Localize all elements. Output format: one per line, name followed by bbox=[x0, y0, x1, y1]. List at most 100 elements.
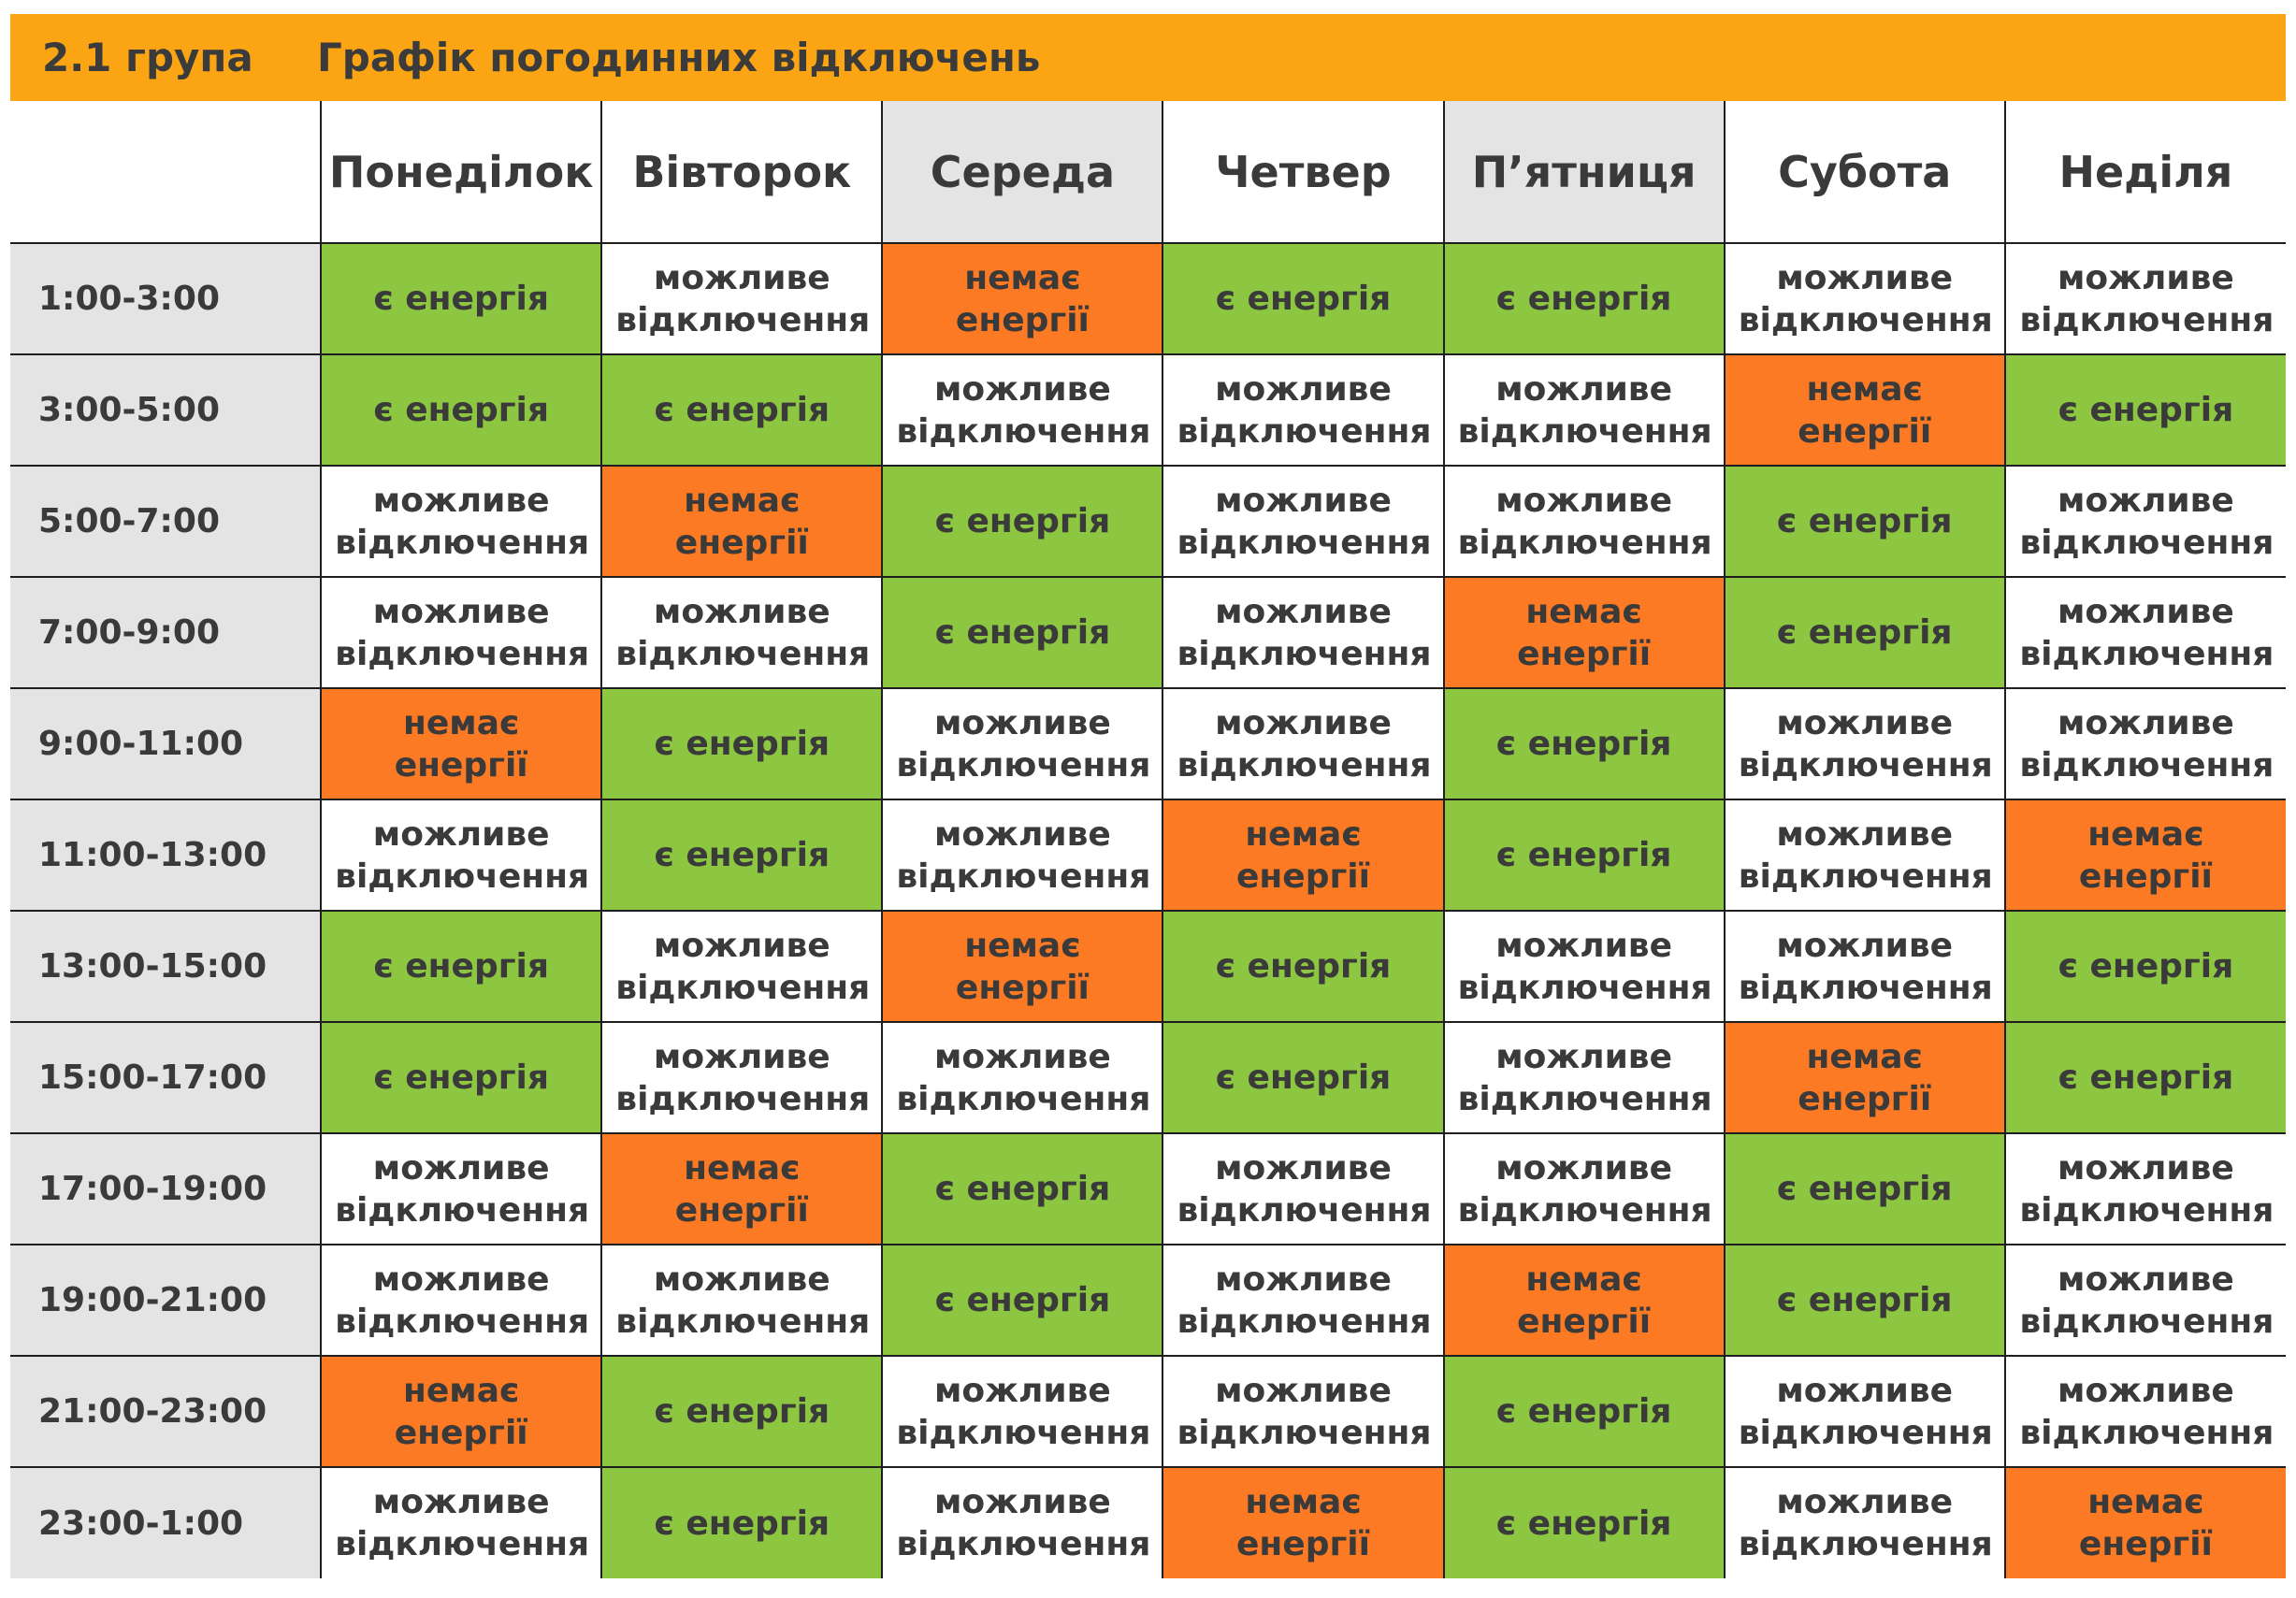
status-label: є енергія bbox=[654, 725, 830, 763]
status-cell-tuesday: немає енергії bbox=[600, 1132, 884, 1245]
status-label: можливе відключення bbox=[335, 1260, 590, 1341]
status-cell-sunday: є енергія bbox=[2003, 910, 2286, 1023]
status-cell-monday: можливе відключення bbox=[320, 576, 603, 689]
status-label: є енергія bbox=[654, 1392, 830, 1431]
status-cell-monday: є енергія bbox=[320, 353, 603, 467]
status-label: можливе відключення bbox=[1738, 926, 1993, 1007]
status-cell-thursday: є енергія bbox=[1162, 1021, 1445, 1134]
status-cell-saturday: є енергія bbox=[1723, 1132, 2006, 1245]
status-label: можливе відключення bbox=[1177, 592, 1432, 673]
status-label: можливе відключення bbox=[2019, 1371, 2274, 1452]
status-cell-tuesday: є енергія bbox=[600, 687, 884, 800]
status-cell-wednesday: можливе відключення bbox=[881, 1021, 1164, 1134]
status-cell-monday: немає енергії bbox=[320, 1355, 603, 1468]
status-label: можливе відключення bbox=[615, 1260, 871, 1341]
status-label: можливе відключення bbox=[896, 1037, 1151, 1118]
time-slot-label: 13:00-15:00 bbox=[10, 910, 323, 1023]
status-label: можливе відключення bbox=[896, 814, 1151, 896]
schedule-row: 13:00-15:00 є енергія можливе відключення н… bbox=[10, 910, 2286, 1023]
schedule-row: 19:00-21:00 можливе відключення можливе ві… bbox=[10, 1244, 2286, 1357]
time-slot-label: 7:00-9:00 bbox=[10, 576, 323, 689]
status-cell-thursday: немає енергії bbox=[1162, 1466, 1445, 1578]
status-label: є енергія bbox=[2058, 1058, 2234, 1097]
status-cell-sunday: немає енергії bbox=[2003, 799, 2286, 912]
status-label: можливе відключення bbox=[615, 1037, 871, 1118]
status-cell-monday: є енергія bbox=[320, 1021, 603, 1134]
status-label: є енергія bbox=[654, 391, 830, 429]
status-cell-saturday: немає енергії bbox=[1723, 353, 2006, 467]
status-label: можливе відключення bbox=[335, 481, 590, 562]
outage-schedule-table: Понеділок Вівторок Середа Четвер П’ятниц… bbox=[10, 101, 2286, 1578]
status-label: є енергія bbox=[1776, 1170, 1953, 1208]
status-cell-tuesday: можливе відключення bbox=[600, 1021, 884, 1134]
status-label: є енергія bbox=[654, 836, 830, 874]
status-label: можливе відключення bbox=[1177, 1371, 1432, 1452]
status-cell-thursday: немає енергії bbox=[1162, 799, 1445, 912]
status-cell-friday: є енергія bbox=[1442, 242, 1726, 355]
day-header-sunday: Неділя bbox=[2003, 101, 2286, 244]
status-label: можливе відключення bbox=[1457, 369, 1712, 451]
status-cell-sunday: можливе відключення bbox=[2003, 576, 2286, 689]
status-label: можливе відключення bbox=[335, 592, 590, 673]
status-label: є енергія bbox=[1215, 947, 1392, 986]
status-label: немає енергії bbox=[955, 926, 1090, 1007]
status-cell-thursday: можливе відключення bbox=[1162, 1355, 1445, 1468]
status-label: можливе відключення bbox=[896, 1371, 1151, 1452]
schedule-header-bar: 2.1 група Графік погодинних відключень bbox=[10, 14, 2286, 101]
status-label: можливе відключення bbox=[1177, 481, 1432, 562]
status-cell-wednesday: немає енергії bbox=[881, 910, 1164, 1023]
status-label: немає енергії bbox=[1517, 1260, 1652, 1341]
status-label: можливе відключення bbox=[896, 703, 1151, 785]
status-cell-monday: можливе відключення bbox=[320, 1466, 603, 1578]
status-cell-thursday: є енергія bbox=[1162, 242, 1445, 355]
time-slot-label: 9:00-11:00 bbox=[10, 687, 323, 800]
status-cell-monday: можливе відключення bbox=[320, 1244, 603, 1357]
status-label: можливе відключення bbox=[896, 1483, 1151, 1563]
status-label: можливе відключення bbox=[1738, 1371, 1993, 1452]
status-cell-sunday: можливе відключення bbox=[2003, 1132, 2286, 1245]
status-label: є енергія bbox=[1215, 1058, 1392, 1097]
time-slot-label: 11:00-13:00 bbox=[10, 799, 323, 912]
status-cell-friday: можливе відключення bbox=[1442, 465, 1726, 578]
status-cell-friday: можливе відключення bbox=[1442, 1021, 1726, 1134]
status-cell-wednesday: є енергія bbox=[881, 1132, 1164, 1245]
status-cell-tuesday: можливе відключення bbox=[600, 910, 884, 1023]
status-cell-thursday: можливе відключення bbox=[1162, 1132, 1445, 1245]
status-cell-tuesday: можливе відключення bbox=[600, 1244, 884, 1357]
status-cell-wednesday: можливе відключення bbox=[881, 353, 1164, 467]
status-label: є енергія bbox=[1215, 280, 1392, 318]
status-label: є енергія bbox=[1495, 836, 1672, 874]
status-label: немає енергії bbox=[1798, 1037, 1932, 1118]
status-cell-wednesday: можливе відключення bbox=[881, 1355, 1164, 1468]
status-cell-thursday: можливе відключення bbox=[1162, 1244, 1445, 1357]
status-cell-wednesday: можливе відключення bbox=[881, 1466, 1164, 1578]
status-cell-friday: можливе відключення bbox=[1442, 353, 1726, 467]
status-label: є енергія bbox=[1776, 613, 1953, 652]
time-slot-label: 21:00-23:00 bbox=[10, 1355, 323, 1468]
status-label: є енергія bbox=[934, 502, 1111, 540]
status-cell-sunday: можливе відключення bbox=[2003, 242, 2286, 355]
status-cell-wednesday: немає енергії bbox=[881, 242, 1164, 355]
status-cell-tuesday: можливе відключення bbox=[600, 242, 884, 355]
status-cell-friday: можливе відключення bbox=[1442, 910, 1726, 1023]
time-slot-label: 15:00-17:00 bbox=[10, 1021, 323, 1134]
status-label: можливе відключення bbox=[335, 1483, 590, 1563]
status-cell-friday: є енергія bbox=[1442, 1466, 1726, 1578]
status-label: немає енергії bbox=[1798, 369, 1932, 451]
status-cell-sunday: можливе відключення bbox=[2003, 465, 2286, 578]
status-label: є енергія bbox=[934, 1170, 1111, 1208]
schedule-row: 11:00-13:00 можливе відключення є енергія м… bbox=[10, 799, 2286, 912]
status-label: є енергія bbox=[1495, 725, 1672, 763]
status-cell-saturday: є енергія bbox=[1723, 1244, 2006, 1357]
schedule-title: Графік погодинних відключень bbox=[317, 35, 1041, 80]
status-cell-saturday: можливе відключення bbox=[1723, 242, 2006, 355]
status-label: є енергія bbox=[373, 280, 549, 318]
status-cell-wednesday: є енергія bbox=[881, 465, 1164, 578]
status-label: є енергія bbox=[373, 1058, 549, 1097]
status-cell-wednesday: є енергія bbox=[881, 576, 1164, 689]
time-slot-label: 19:00-21:00 bbox=[10, 1244, 323, 1357]
status-cell-sunday: можливе відключення bbox=[2003, 1355, 2286, 1468]
status-label: можливе відключення bbox=[2019, 703, 2274, 785]
status-label: є енергія bbox=[1776, 502, 1953, 540]
status-cell-tuesday: є енергія bbox=[600, 799, 884, 912]
